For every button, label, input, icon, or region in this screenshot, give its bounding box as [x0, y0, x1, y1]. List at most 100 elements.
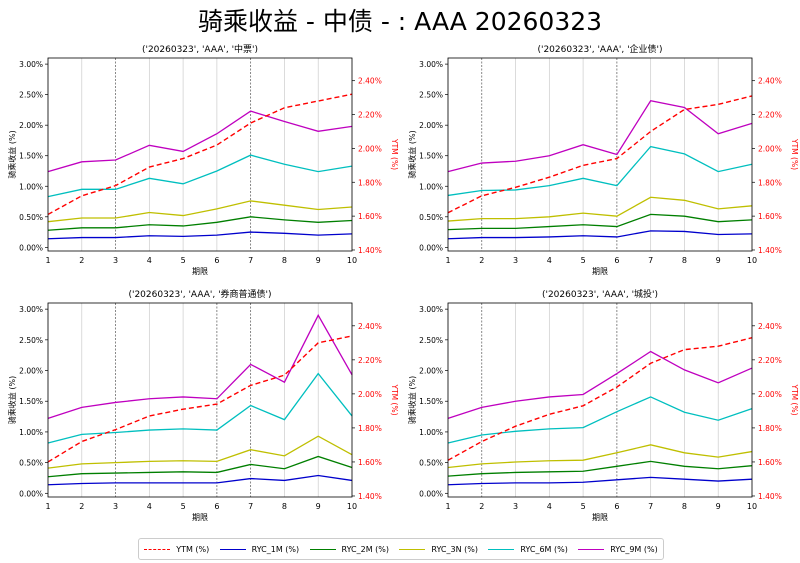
- legend-item: RYC_2M (%): [309, 544, 390, 554]
- y-tick-label: 3.00%: [419, 305, 443, 314]
- y-tick-label: 1.00%: [419, 428, 443, 437]
- axes-frame: [447, 57, 753, 252]
- y-tick-label: 0.00%: [19, 243, 43, 252]
- x-tick-label: 5: [581, 502, 586, 511]
- series-line-ryc_1m: [447, 476, 753, 486]
- y-tick-label: 1.00%: [19, 182, 43, 191]
- series-line-ryc_2m: [47, 216, 353, 231]
- y-tick-label: 2.00%: [19, 367, 43, 376]
- series-line-ytm: [47, 93, 353, 216]
- y-tick-label: 0.50%: [19, 459, 43, 468]
- legend-label: RYC_2M (%): [341, 544, 390, 554]
- y-tick-label: 1.50%: [419, 397, 443, 406]
- y-right-tick-label: 2.20%: [758, 356, 782, 365]
- x-tick-label: 8: [282, 256, 287, 265]
- x-tick-label: 8: [682, 502, 687, 511]
- x-axis-label: 期限: [192, 513, 208, 522]
- subplot-2: 1 2 3 4 5 6 7 8 9 10 0.00% 0.50% 1.00% 1.50% 2.00% 2.50…: [407, 43, 799, 276]
- x-tick-label: 4: [147, 502, 152, 511]
- x-tick-label: 9: [316, 256, 321, 265]
- x-tick-label: 6: [214, 502, 219, 511]
- series-line-ryc_1m: [447, 230, 753, 240]
- y-tick-label: 0.50%: [419, 213, 443, 222]
- y-tick-label: 1.50%: [19, 152, 43, 161]
- x-tick-label: 8: [682, 256, 687, 265]
- x-tick-label: 10: [747, 256, 757, 265]
- x-tick-label: 2: [79, 502, 84, 511]
- figure-title: 骑乘收益 - 中债 - : AAA 20260323: [197, 7, 603, 36]
- x-tick-label: 3: [113, 502, 118, 511]
- y-right-tick-label: 1.60%: [358, 212, 382, 221]
- y-right-tick-label: 1.60%: [758, 212, 782, 221]
- legend-swatch: [219, 548, 246, 550]
- series-line-ytm: [47, 335, 353, 463]
- x-tick-label: 9: [716, 502, 721, 511]
- y-right-axis-label: YTM (%): [790, 138, 799, 170]
- y-tick-label: 0.00%: [419, 243, 443, 252]
- x-tick-label: 10: [747, 502, 757, 511]
- y-right-tick-label: 2.00%: [758, 144, 782, 153]
- axes-frame: [47, 302, 353, 498]
- axes-frame: [47, 57, 353, 252]
- x-tick-label: 3: [513, 256, 518, 265]
- x-tick-label: 4: [547, 256, 552, 265]
- x-tick-label: 6: [614, 502, 619, 511]
- y-right-tick-label: 1.80%: [758, 178, 782, 187]
- series-line-ryc_9m: [447, 100, 753, 173]
- y-tick-label: 1.50%: [19, 397, 43, 406]
- series-line-ryc_9m: [447, 350, 753, 420]
- y-tick-label: 1.50%: [419, 152, 443, 161]
- x-tick-label: 1: [45, 502, 50, 511]
- y-right-tick-label: 1.80%: [358, 424, 382, 433]
- x-tick-label: 5: [581, 256, 586, 265]
- y-right-axis-label: YTM (%): [390, 138, 399, 170]
- series-line-ryc_3n: [447, 196, 753, 222]
- y-tick-label: 3.00%: [19, 305, 43, 314]
- legend-item: RYC_9M (%): [578, 545, 658, 554]
- legend-swatch: [144, 548, 171, 550]
- x-tick-label: 7: [648, 502, 653, 511]
- x-axis-label: 期限: [592, 267, 608, 276]
- series-line-ryc_1m: [47, 231, 353, 240]
- x-tick-label: 2: [79, 256, 84, 265]
- y-right-tick-label: 1.40%: [758, 492, 782, 501]
- x-tick-label: 3: [513, 502, 518, 511]
- series-line-ryc_2m: [447, 460, 753, 477]
- x-tick-label: 8: [282, 502, 287, 511]
- x-tick-label: 5: [181, 256, 186, 265]
- y-tick-label: 2.50%: [19, 91, 43, 100]
- y-tick-label: 0.50%: [419, 459, 443, 468]
- series-line-ryc_6m: [47, 372, 353, 444]
- y-right-tick-label: 2.20%: [358, 111, 382, 120]
- legend-label: RYC_1M (%): [251, 544, 300, 554]
- series-line-ryc_3n: [447, 444, 753, 469]
- x-tick-label: 7: [248, 256, 253, 265]
- series-line-ryc_2m: [47, 455, 353, 478]
- legend: YTM (%) RYC_1M (%) RYC_2M (%) RYC_3N (%) RYC…: [138, 538, 664, 560]
- x-tick-label: 10: [347, 256, 357, 265]
- y-tick-label: 2.00%: [419, 367, 443, 376]
- x-tick-label: 10: [347, 502, 357, 511]
- y-tick-label: 3.00%: [419, 60, 443, 69]
- y-right-tick-label: 1.40%: [358, 246, 382, 255]
- series-line-ytm: [447, 95, 753, 214]
- x-tick-label: 6: [214, 256, 219, 265]
- y-axis-label: 骑乘收益 (%): [7, 376, 17, 424]
- y-right-tick-label: 2.20%: [758, 111, 782, 120]
- y-right-tick-label: 1.40%: [758, 246, 782, 255]
- x-tick-label: 1: [445, 256, 450, 265]
- series-line-ytm: [447, 337, 753, 461]
- y-right-tick-label: 2.00%: [358, 390, 382, 399]
- y-tick-label: 0.50%: [19, 213, 43, 222]
- series-line-ryc_9m: [47, 110, 353, 173]
- x-tick-label: 7: [248, 502, 253, 511]
- y-right-tick-label: 2.00%: [358, 144, 382, 153]
- x-tick-label: 9: [316, 502, 321, 511]
- y-right-tick-label: 2.40%: [358, 322, 382, 331]
- x-tick-label: 4: [147, 256, 152, 265]
- legend-label: YTM (%): [176, 544, 210, 554]
- y-tick-label: 1.00%: [19, 428, 43, 437]
- y-right-tick-label: 1.60%: [358, 458, 382, 467]
- y-tick-label: 2.00%: [19, 121, 43, 130]
- subplot-4: 1 2 3 4 5 6 7 8 9 10 0.00% 0.50% 1.00% 1.50% 2.00% 2.50…: [407, 288, 799, 522]
